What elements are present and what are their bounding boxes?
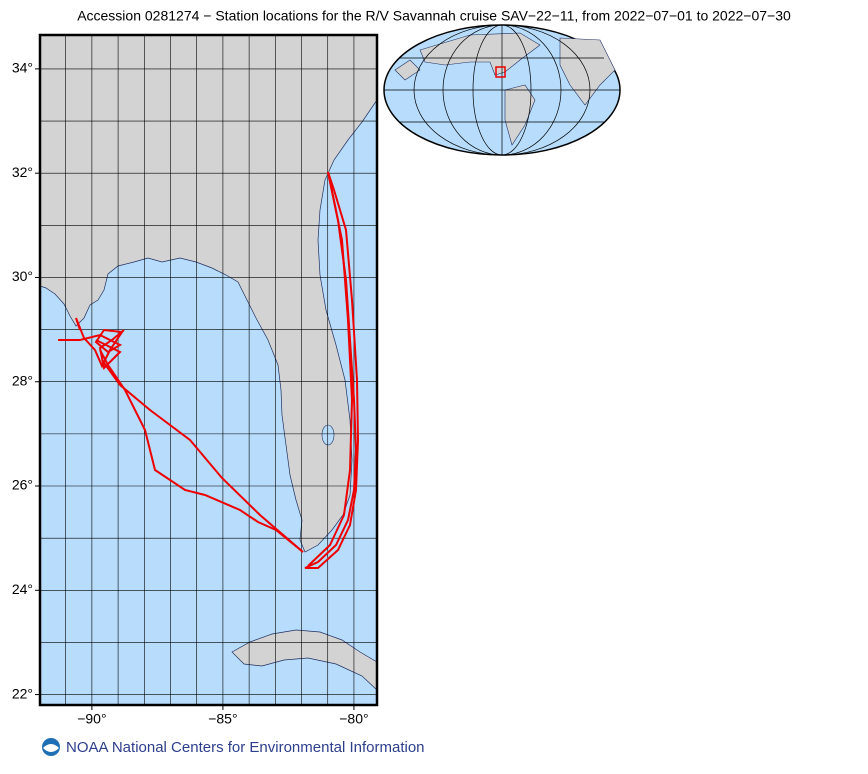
footer-text: NOAA National Centers for Environmental … [66, 739, 425, 756]
footer: NOAA National Centers for Environmental … [42, 738, 425, 756]
noaa-logo-wave [43, 744, 59, 752]
map-area [40, 35, 377, 705]
land-cuba [231, 629, 377, 691]
inset-globe [383, 24, 621, 156]
y-tick-label: 28° [12, 372, 33, 388]
y-tick-label: 26° [12, 477, 33, 493]
x-tick-label: −85° [208, 711, 237, 727]
y-tick-label: 34° [12, 60, 33, 76]
y-tick-label: 32° [12, 164, 33, 180]
map-title: Accession 0281274 − Station locations fo… [77, 8, 791, 24]
land-north-america [40, 35, 377, 553]
y-tick-label: 24° [12, 581, 33, 597]
x-tick-label: −90° [77, 711, 106, 727]
cruise-track [58, 171, 360, 569]
x-tick-label: −80° [339, 711, 368, 727]
graticule [40, 35, 377, 705]
y-tick-label: 30° [12, 268, 33, 284]
y-tick-label: 22° [12, 685, 33, 701]
map-frame [38, 33, 379, 707]
